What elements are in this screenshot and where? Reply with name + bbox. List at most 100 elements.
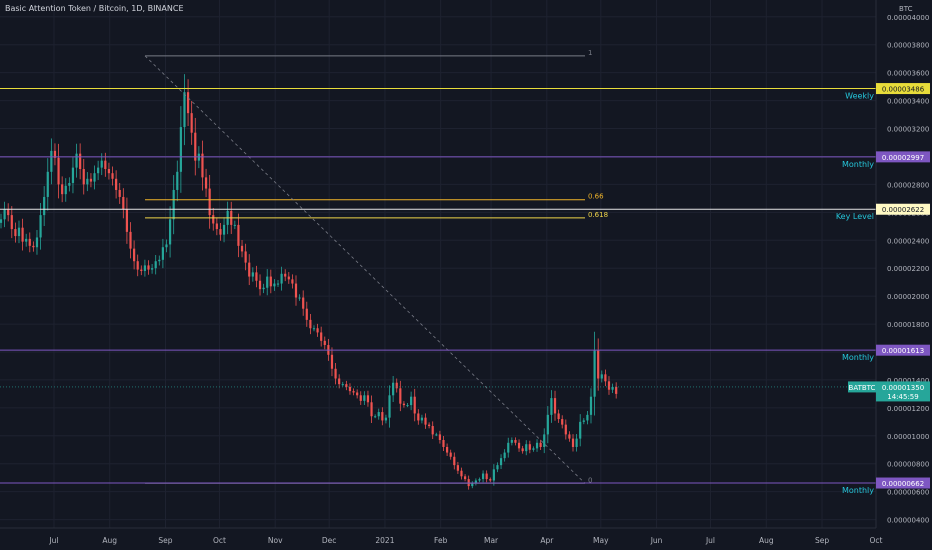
candle-body <box>392 382 395 396</box>
last-price-label: 0.00001350 <box>882 384 924 392</box>
level-note: Weekly <box>845 92 874 101</box>
price-tick-label: 0.00000800 <box>887 461 929 469</box>
candle-body <box>600 374 603 379</box>
level-note: Monthly <box>842 160 874 169</box>
candle-body <box>413 396 416 414</box>
time-tick-label: Mar <box>484 536 499 545</box>
candle-body <box>219 229 222 235</box>
candle-body <box>237 224 240 246</box>
time-tick-label: Apr <box>540 536 554 545</box>
time-tick-label: Aug <box>102 536 117 545</box>
candle-body <box>589 396 593 415</box>
level-note: Key Level <box>836 212 874 221</box>
candle-body <box>445 446 449 453</box>
candle-body <box>222 224 226 235</box>
price-axis: 0.00004000 0.00003800 0.00003600 0.00003400… <box>848 0 930 528</box>
candle-body <box>154 261 157 269</box>
candle-body <box>514 440 517 443</box>
candle-body <box>312 328 316 330</box>
candle-body <box>168 219 172 245</box>
candle-body <box>28 238 31 246</box>
candle-body <box>320 332 323 341</box>
candle-body <box>334 368 337 379</box>
price-tick-label: 0.00000400 <box>887 517 929 525</box>
candle-body <box>532 448 535 450</box>
candle-body <box>57 157 60 185</box>
price-tick-label: 0.00002400 <box>887 237 929 245</box>
candle-body <box>507 442 510 453</box>
candle-body <box>330 354 334 369</box>
price-tick-label: 0.00001000 <box>887 433 929 441</box>
time-axis: Jul Aug Sep Oct Nov Dec 2021 Feb Mar Apr May Jun Jul… <box>0 527 883 545</box>
candle-body <box>25 238 28 242</box>
candle-body <box>32 245 35 248</box>
candle-body <box>68 182 71 186</box>
fib-level-label: 0.618 <box>588 211 608 219</box>
candle-body <box>194 132 197 161</box>
candle-body <box>150 268 154 270</box>
candle-body <box>179 127 182 172</box>
candle-body <box>39 215 42 238</box>
candle-body <box>190 113 193 133</box>
candle-body <box>176 171 179 190</box>
candle-body <box>294 283 298 298</box>
candle-body <box>568 434 571 439</box>
level-price-label: 0.00003486 <box>882 86 925 94</box>
candle-body <box>71 167 75 183</box>
candle-body <box>410 396 413 406</box>
price-tick-label: 0.00004000 <box>887 14 929 22</box>
candle-body <box>0 219 3 223</box>
candle-body <box>186 92 190 114</box>
candle-body <box>424 417 427 425</box>
candle-body <box>79 153 82 170</box>
chart-drawings: 1 0.66 0.618 0 Weekly Monthly Key Level Monthly… <box>0 49 876 495</box>
candle-body <box>535 442 539 449</box>
time-tick-label: Sep <box>815 536 829 545</box>
time-tick-label: Oct <box>213 536 226 545</box>
time-tick-label: Sep <box>158 536 172 545</box>
price-tick-label: 0.00002000 <box>887 293 929 301</box>
candle-body <box>14 229 17 237</box>
candle-body <box>165 244 168 248</box>
candle-body <box>61 184 64 195</box>
level-price-label: 0.00000662 <box>882 480 924 488</box>
candle-body <box>240 245 244 252</box>
candle-body <box>64 185 67 195</box>
candle-body <box>417 413 420 421</box>
candle-body <box>496 465 499 470</box>
candle-body <box>561 419 564 425</box>
candle-body <box>143 265 147 271</box>
candle-body <box>345 384 348 387</box>
candle-body <box>384 417 388 421</box>
candle-body <box>258 280 262 290</box>
candle-body <box>546 414 549 435</box>
time-tick-label: Oct <box>870 536 883 545</box>
candle-body <box>503 452 506 459</box>
candle-body <box>564 424 567 435</box>
candle-body <box>593 350 596 397</box>
symbol-tag <box>848 381 876 393</box>
candle-body <box>161 247 164 260</box>
candle-body <box>266 276 269 288</box>
candle-body <box>93 173 96 182</box>
candle-body <box>420 417 424 421</box>
candle-body <box>528 444 531 450</box>
time-tick-label: Dec <box>322 536 337 545</box>
candle-body <box>255 272 258 281</box>
candle-body <box>399 388 402 404</box>
candle-body <box>521 448 524 452</box>
level-price-label: 0.00001613 <box>882 347 924 355</box>
candle-body <box>309 319 312 329</box>
time-tick-label: Jul <box>48 536 58 545</box>
price-tick-label: 0.00003600 <box>887 70 929 78</box>
candle-body <box>183 92 186 128</box>
candle-body <box>17 227 21 237</box>
candle-body <box>557 413 560 420</box>
candle-body <box>485 473 488 480</box>
price-tick-label: 0.00001200 <box>887 405 929 413</box>
candle-body <box>550 398 553 415</box>
candle-body <box>428 424 431 427</box>
candle-body <box>280 273 283 284</box>
